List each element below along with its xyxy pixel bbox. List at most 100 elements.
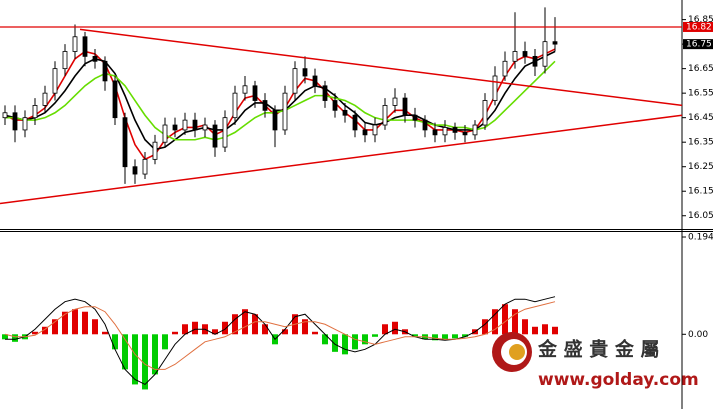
candle-body — [362, 129, 368, 136]
macd-line — [4, 301, 556, 370]
histogram-bar — [162, 334, 168, 350]
y-tick-label: 16.25 — [688, 162, 713, 172]
histogram-bar — [392, 321, 398, 335]
candle-body — [202, 124, 208, 131]
y-tick-label: 16.65 — [688, 64, 713, 74]
histogram-bar — [232, 314, 238, 335]
candle-body — [462, 131, 468, 136]
candle-body — [82, 36, 88, 57]
y-tick-label: 0.194 — [688, 233, 713, 243]
histogram-bar — [502, 304, 508, 335]
candle-body — [532, 55, 538, 67]
price-label: 16.75 — [686, 40, 712, 50]
candle-body — [332, 100, 338, 111]
histogram-bar — [522, 319, 528, 335]
histogram-bar — [12, 334, 18, 342]
trendline — [79, 28, 683, 107]
histogram-bar — [452, 334, 458, 339]
candle-body — [222, 117, 228, 148]
candle-body — [292, 68, 298, 94]
histogram-bar — [62, 311, 68, 335]
logo-url: www.golday.com — [538, 370, 699, 390]
histogram-bar — [222, 321, 228, 335]
histogram-bar — [552, 326, 558, 335]
candle-body — [352, 114, 358, 131]
histogram-bar — [152, 334, 158, 375]
y-tick-label: 16.45 — [688, 113, 713, 123]
candle-body — [552, 41, 558, 45]
candle-body — [42, 92, 48, 106]
histogram-bar — [112, 334, 118, 350]
candle-body — [442, 127, 448, 136]
histogram-bar — [342, 334, 348, 355]
histogram-bar — [242, 309, 248, 335]
histogram-bar — [372, 334, 378, 337]
trendline — [0, 114, 683, 205]
y-tick-label: 0.00 — [688, 330, 708, 340]
logo-text: 金 盛 貴 金 屬 — [537, 338, 659, 361]
histogram-bar — [172, 331, 178, 335]
candle-body — [72, 36, 78, 52]
candle-body — [12, 112, 18, 131]
histogram-bar — [2, 334, 8, 340]
candle-body — [472, 124, 478, 136]
candle-body — [452, 127, 458, 133]
histogram-bar — [302, 319, 308, 335]
candle-body — [162, 124, 168, 143]
candle-body — [382, 105, 388, 126]
histogram-bar — [432, 334, 438, 341]
candle-body — [522, 51, 528, 57]
macd-line — [5, 296, 556, 386]
candle-body — [492, 75, 498, 101]
y-tick-label: 16.15 — [688, 187, 713, 197]
histogram-bar — [32, 331, 38, 335]
candle-body — [342, 109, 348, 116]
y-tick-label: 16.55 — [688, 89, 713, 99]
histogram-bar — [42, 326, 48, 335]
candle-body — [322, 85, 328, 101]
candle-body — [62, 51, 68, 70]
moving-average — [5, 60, 556, 141]
histogram-bar — [332, 334, 338, 352]
histogram-bar — [82, 311, 88, 335]
candle-body — [22, 117, 28, 131]
candle-body — [392, 97, 398, 106]
histogram-bar — [192, 321, 198, 335]
logo-dot — [509, 344, 525, 360]
y-tick-label: 16.85 — [688, 15, 713, 25]
histogram-bar — [382, 324, 388, 335]
candle-body — [412, 114, 418, 121]
candle-body — [132, 166, 138, 175]
histogram-bar — [322, 334, 328, 345]
candle-body — [422, 119, 428, 131]
candle-body — [192, 119, 198, 131]
candle-body — [112, 80, 118, 119]
candle-body — [232, 92, 238, 119]
histogram-bar — [182, 324, 188, 335]
y-tick-label: 16.35 — [688, 138, 713, 148]
candle-body — [2, 112, 8, 119]
y-tick-label: 16.05 — [688, 211, 713, 221]
histogram-bar — [412, 334, 418, 337]
histogram-bar — [512, 309, 518, 335]
candle-body — [122, 117, 128, 168]
candle-body — [242, 85, 248, 94]
candle-body — [512, 51, 518, 62]
candle-body — [372, 124, 378, 136]
candle-body — [102, 60, 108, 82]
candle-body — [272, 109, 278, 131]
histogram-bar — [122, 334, 128, 370]
histogram-bar — [352, 334, 358, 350]
histogram-bar — [102, 331, 108, 335]
price-label: 16.82 — [686, 22, 712, 32]
histogram-bar — [462, 334, 468, 337]
candle-body — [432, 129, 438, 136]
histogram-bar — [132, 334, 138, 385]
histogram-bar — [532, 326, 538, 335]
histogram-bar — [212, 329, 218, 335]
histogram-bar — [142, 334, 148, 390]
histogram-bar — [72, 309, 78, 335]
histogram-bar — [262, 324, 268, 335]
candle-body — [502, 60, 508, 77]
